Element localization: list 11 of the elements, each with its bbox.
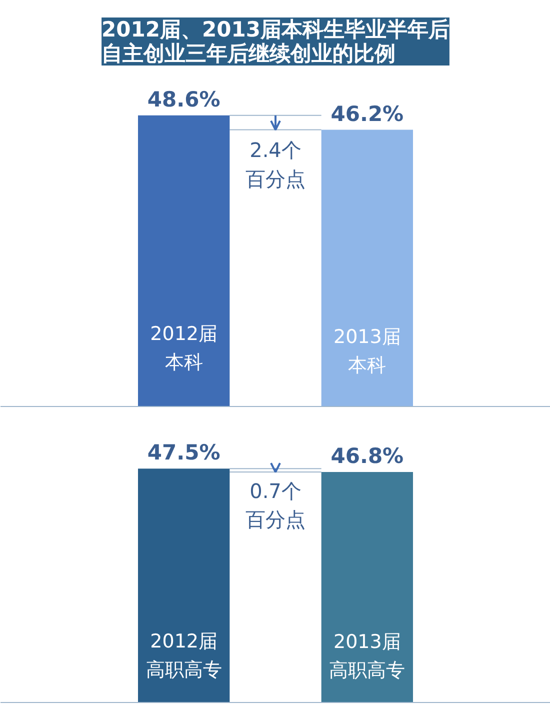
chart-title: 2012届、2013届本科生毕业半年后自主创业三年后继续创业的比例 [102, 18, 450, 66]
data-label: 46.8% [330, 444, 404, 468]
data-label: 47.5% [147, 440, 220, 465]
x-tick-label: 2012届本科 [150, 322, 218, 374]
x-tick-label: 2013届高职高专 [329, 631, 406, 682]
x-tick-label: 2013届本科 [333, 326, 401, 376]
annotation: 0.7个百分点 [246, 478, 306, 532]
x-tick-label: 2012届高职高专 [146, 630, 222, 682]
data-label: 46.2% [330, 102, 404, 126]
data-label: 48.6% [147, 87, 220, 112]
annotation: 2.4个百分点 [246, 138, 306, 191]
